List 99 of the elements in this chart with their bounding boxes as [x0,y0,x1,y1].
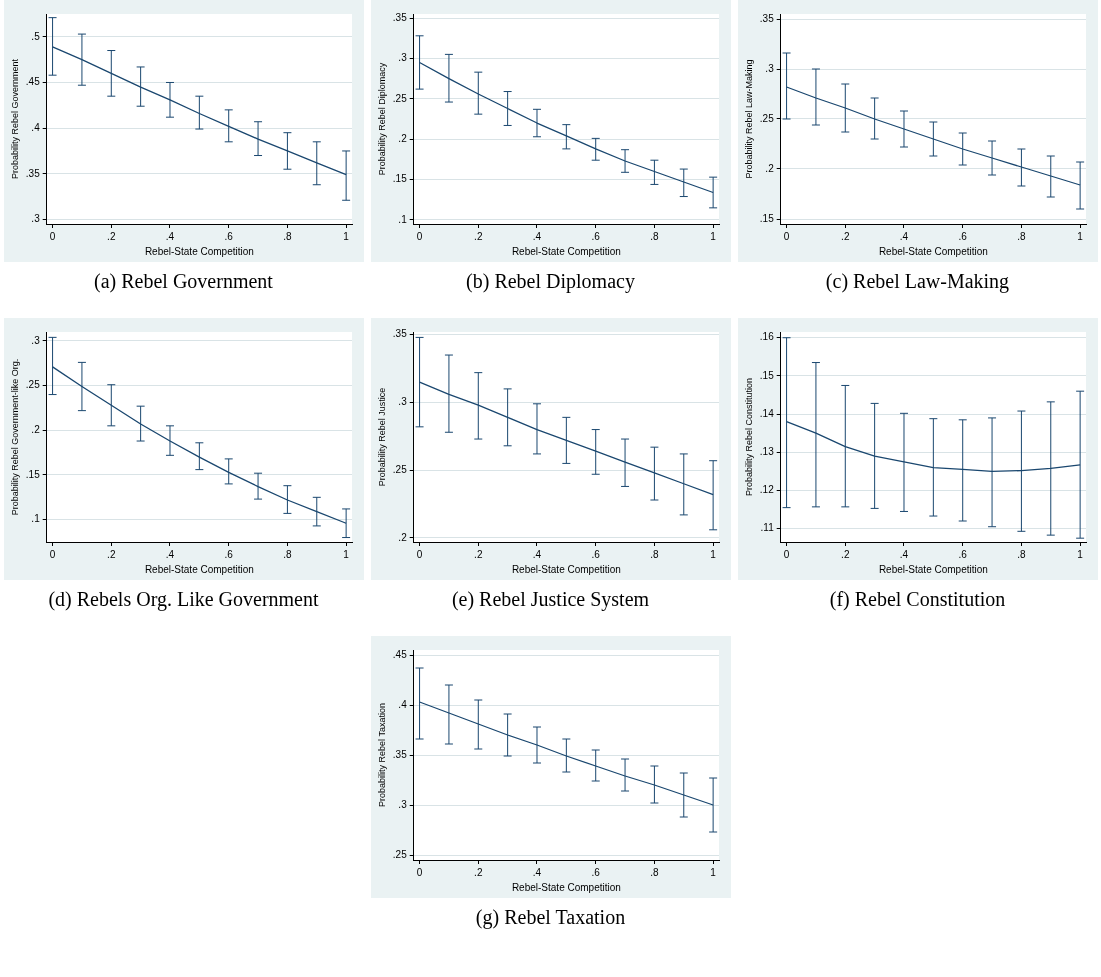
x-axis-title: Rebel-State Competition [878,245,988,257]
y-tick-label: .35 [392,11,407,23]
y-tick-label: .35 [392,328,407,340]
x-tick-label: .6 [958,548,967,560]
x-tick-label: .8 [282,548,292,560]
x-tick-label: .4 [165,548,175,560]
x-tick-label: .2 [106,230,116,242]
x-tick-label: 1 [342,230,349,242]
x-tick-label: .6 [591,866,600,878]
x-tick-label: .8 [649,866,659,878]
x-tick-label: .4 [532,230,542,242]
x-tick-label: .6 [958,230,967,242]
x-tick-label: .2 [840,230,850,242]
y-tick-label: .15 [759,369,774,381]
y-tick-label: .3 [397,396,407,408]
x-tick-label: .2 [840,548,850,560]
text: (c) Rebel Law-Making [824,270,1011,292]
x-axis-title: Rebel-State Competition [511,563,621,575]
x-axis-title: Rebel-State Competition [511,245,621,257]
x-tick-label: .2 [473,866,483,878]
x-axis-title: Rebel-State Competition [511,881,621,893]
y-tick-label: .2 [30,424,40,436]
y-tick-label: .35 [25,167,40,179]
y-tick-label: .5 [30,30,40,42]
y-axis-title: Probability Rebel Government-like Org. [9,358,20,516]
y-axis-title: Probability Rebel Government [9,58,20,180]
y-tick-label: .45 [392,648,407,660]
x-tick-label: 0 [783,230,790,242]
y-tick-label: .1 [397,213,407,225]
x-tick-label: 0 [416,866,423,878]
text: (b) Rebel Diplomacy [465,270,636,292]
x-tick-label: 1 [709,548,716,560]
y-tick-label: .25 [759,112,774,124]
x-tick-label: 0 [49,548,56,560]
x-axis-title: Rebel-State Competition [878,563,988,575]
y-tick-label: .15 [25,468,40,480]
x-tick-label: .8 [649,548,659,560]
x-tick-label: 0 [49,230,56,242]
y-tick-label: .14 [759,407,774,419]
text: (f) Rebel Constitution [828,588,1007,610]
x-tick-label: .8 [1016,548,1026,560]
y-tick-label: .25 [392,463,407,475]
x-tick-label: 0 [416,230,423,242]
x-axis-title: Rebel-State Competition [144,563,254,575]
x-tick-label: .6 [591,548,600,560]
x-tick-label: 1 [1076,230,1083,242]
y-tick-label: .3 [764,62,774,74]
text: (a) Rebel Government [93,270,274,292]
y-tick-label: .4 [397,698,407,710]
y-tick-label: .3 [30,334,40,346]
x-tick-label: .8 [649,230,659,242]
y-tick-label: .25 [25,379,40,391]
y-axis-title: Probability Rebel Taxation [376,703,387,807]
x-tick-label: .4 [899,548,909,560]
text: (g) Rebel Taxation [474,906,627,928]
y-axis-title: Probability Rebel Law-Making [743,59,754,179]
y-tick-label: .12 [759,484,774,496]
y-tick-label: .35 [392,748,407,760]
x-tick-label: 1 [709,866,716,878]
x-tick-label: 0 [416,548,423,560]
y-tick-label: .16 [759,331,774,343]
y-tick-label: .4 [30,121,40,133]
text: (d) Rebels Org. Like Government [47,588,320,610]
x-tick-label: .8 [1016,230,1026,242]
y-tick-label: .45 [25,76,40,88]
x-tick-label: .2 [473,548,483,560]
y-tick-label: .3 [397,52,407,64]
y-axis-title: Probability Rebel Diplomacy [376,62,387,176]
y-tick-label: .1 [30,513,40,525]
x-tick-label: .4 [165,230,175,242]
y-tick-label: .2 [764,162,774,174]
y-tick-label: .35 [759,12,774,24]
y-tick-label: .15 [759,212,774,224]
y-tick-label: .15 [392,173,407,185]
y-tick-label: .3 [397,798,407,810]
x-tick-label: 1 [709,230,716,242]
x-tick-label: 0 [783,548,790,560]
x-tick-label: .4 [532,548,542,560]
x-tick-label: 1 [342,548,349,560]
x-tick-label: 1 [1076,548,1083,560]
text: (e) Rebel Justice System [450,588,651,610]
x-tick-label: .2 [473,230,483,242]
x-tick-label: .4 [532,866,542,878]
y-tick-label: .25 [392,848,407,860]
x-axis-title: Rebel-State Competition [144,245,254,257]
y-tick-label: .3 [30,213,40,225]
y-tick-label: .13 [759,446,774,458]
x-tick-label: .6 [224,230,233,242]
y-tick-label: .2 [397,132,407,144]
x-tick-label: .4 [899,230,909,242]
y-tick-label: .2 [397,531,407,543]
x-tick-label: .2 [106,548,116,560]
y-axis-title: Probability Rebel Justice [376,387,387,487]
x-tick-label: .6 [591,230,600,242]
y-axis-title: Probability Rebel Constitution [743,377,754,497]
y-tick-label: .25 [392,92,407,104]
x-tick-label: .6 [224,548,233,560]
x-tick-label: .8 [282,230,292,242]
y-tick-label: .11 [760,522,774,534]
